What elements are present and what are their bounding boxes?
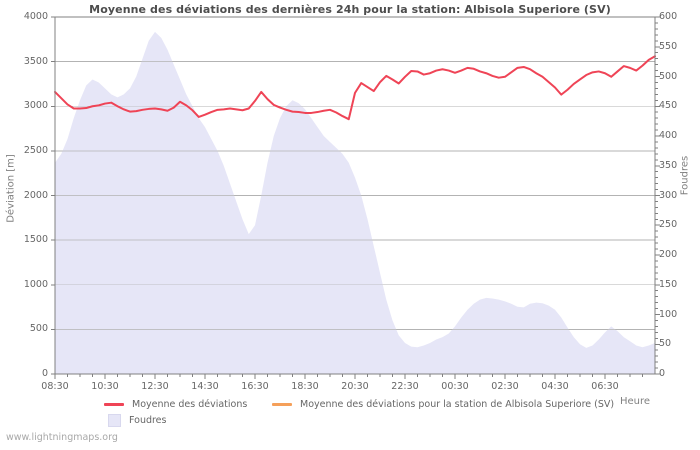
y-left-tick-3000: 3000 [23,100,48,112]
y-left-tick-500: 500 [29,323,48,335]
legend-item-station[interactable]: Moyenne des déviations pour la station d… [272,399,614,410]
y-right-tick-450: 450 [659,100,678,112]
y-left-tick-4000: 4000 [23,11,48,22]
y-right-tick-600: 600 [659,11,678,22]
y-left-tick-1000: 1000 [23,278,48,290]
x-tick-1030: 10:30 [91,381,119,392]
y-right-tick-250: 250 [659,219,678,231]
y-left-tick-0: 0 [41,368,48,379]
y-right-tick-150: 150 [659,278,678,290]
y-right-tick-100: 100 [659,308,678,320]
watermark: www.lightningmaps.org [6,432,118,443]
page-title: Moyenne des déviations des dernières 24h… [89,3,611,16]
legend-item-foudres[interactable]: Foudres [104,414,166,427]
y-right-tick-500: 500 [659,70,678,82]
x-tick-2230: 22:30 [391,381,419,392]
legend-label-station: Moyenne des déviations pour la station d… [300,399,615,410]
y-right-tick-400: 400 [659,130,678,141]
legend-line-deviations-icon [104,403,124,406]
x-tick-2030: 20:30 [341,381,369,392]
y-right-tick-350: 350 [659,159,678,171]
legend-line-station-icon [272,403,292,406]
legend-label-deviations: Moyenne des déviations [132,399,248,410]
y-left-tick-2500: 2500 [23,144,48,156]
y-left-tick-1500: 1500 [23,234,48,246]
foudres-area-series [55,31,655,375]
x-tick-0030: 00:30 [441,381,469,392]
x-tick-1830: 18:30 [291,381,319,392]
legend-label-foudres: Foudres [129,415,167,426]
y-right-tick-200: 200 [659,249,678,260]
legend-swatch-foudres-icon [108,414,121,427]
mean-deviation-series [54,55,656,121]
y-right-tick-50: 50 [659,338,672,350]
y-right-tick-0: 0 [659,368,666,379]
x-tick-0230: 02:30 [491,381,519,392]
x-tick-0630: 06:30 [591,381,619,392]
y-left-tick-3500: 3500 [23,55,48,67]
x-tick-0830: 08:30 [41,381,69,392]
y-right-tick-550: 550 [659,40,678,52]
y-right-tick-300: 300 [659,189,678,201]
y-left-tick-2000: 2000 [23,189,48,201]
x-tick-1430: 14:30 [191,381,219,392]
x-tick-1230: 12:30 [141,381,169,392]
x-tick-1630: 16:30 [241,381,269,392]
x-tick-0430: 04:30 [541,381,569,392]
legend-item-deviations[interactable]: Moyenne des déviations [104,399,247,410]
x-axis-title: Heure [620,396,651,407]
